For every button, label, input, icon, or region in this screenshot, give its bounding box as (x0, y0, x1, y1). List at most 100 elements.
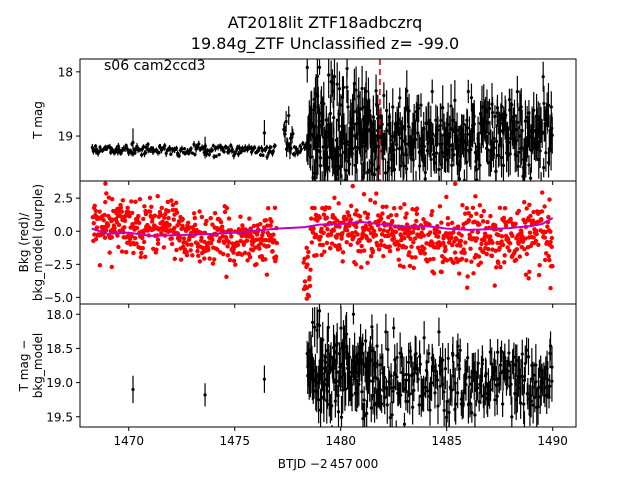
data-point (321, 185, 324, 188)
data-point (542, 235, 548, 240)
data-point (352, 81, 356, 86)
data-point (149, 219, 155, 224)
data-point (292, 145, 297, 149)
data-point (310, 133, 314, 137)
data-point (441, 240, 446, 246)
data-point (537, 262, 542, 268)
data-point (139, 250, 144, 256)
data-point (323, 382, 327, 387)
data-point (465, 285, 470, 290)
data-point (550, 263, 555, 269)
data-point (291, 131, 295, 136)
data-point (231, 258, 237, 264)
data-point (166, 215, 171, 221)
data-point (395, 375, 399, 379)
data-point (480, 219, 486, 224)
y-tick-label: 0.0 (54, 225, 73, 239)
data-point (340, 187, 343, 190)
data-point (501, 402, 505, 406)
data-point (456, 391, 460, 395)
data-point (344, 203, 347, 206)
data-point (390, 413, 394, 417)
data-point (251, 223, 257, 229)
data-point (334, 218, 340, 223)
data-point (368, 379, 372, 383)
data-point (429, 381, 434, 385)
data-point (515, 90, 519, 94)
data-point (494, 139, 499, 144)
data-point (163, 211, 168, 217)
data-point (383, 171, 388, 175)
data-point (381, 253, 386, 259)
data-point (154, 247, 159, 252)
data-point (534, 363, 538, 367)
data-point (240, 146, 245, 150)
data-point (498, 129, 503, 133)
data-point (415, 245, 421, 250)
data-point (542, 204, 547, 209)
data-point (263, 218, 269, 223)
data-point (188, 248, 193, 253)
data-point (463, 240, 468, 245)
data-point (411, 240, 416, 245)
data-point (346, 105, 350, 109)
data-series (131, 304, 554, 427)
data-point (434, 151, 439, 155)
data-point (307, 275, 312, 280)
data-point (345, 210, 350, 215)
data-point (355, 232, 360, 237)
data-point (426, 389, 430, 393)
x-tick-label: 1480 (325, 434, 356, 448)
data-point (109, 234, 115, 240)
data-point (141, 216, 146, 222)
data-point (529, 148, 533, 152)
data-point (309, 240, 315, 245)
data-series (90, 59, 554, 206)
data-point (258, 221, 263, 227)
data-point (155, 237, 161, 242)
data-point (436, 229, 442, 235)
data-point (548, 344, 553, 348)
data-point (326, 205, 332, 210)
data-point (437, 167, 441, 172)
data-point (516, 120, 520, 125)
data-point (452, 250, 458, 255)
data-point (263, 237, 269, 243)
data-point (180, 147, 184, 151)
data-point (328, 111, 333, 116)
data-point (430, 241, 436, 246)
data-point (337, 246, 343, 251)
data-point (382, 93, 386, 98)
data-point (478, 163, 482, 167)
data-point (543, 386, 547, 390)
data-point (212, 257, 217, 262)
data-point (516, 164, 520, 168)
data-point (226, 240, 232, 245)
data-point (543, 251, 549, 256)
data-point (129, 233, 134, 239)
data-point (293, 152, 297, 156)
data-point (512, 114, 517, 118)
data-point (409, 255, 415, 260)
y-tick-label: 19 (58, 130, 73, 144)
data-point (138, 254, 144, 260)
data-point (452, 374, 456, 378)
data-point (444, 258, 450, 263)
data-point (266, 243, 271, 249)
data-point (392, 326, 396, 330)
data-point (474, 211, 479, 216)
data-point (351, 234, 357, 240)
data-point (462, 178, 466, 181)
data-point (442, 390, 446, 394)
data-point (542, 101, 546, 106)
data-point (233, 151, 237, 155)
data-point (547, 257, 552, 263)
data-point (462, 250, 467, 255)
data-point (548, 239, 553, 245)
data-point (304, 245, 309, 251)
data-point (395, 355, 399, 360)
data-point (214, 154, 218, 158)
data-point (357, 214, 363, 219)
data-point (477, 203, 483, 208)
